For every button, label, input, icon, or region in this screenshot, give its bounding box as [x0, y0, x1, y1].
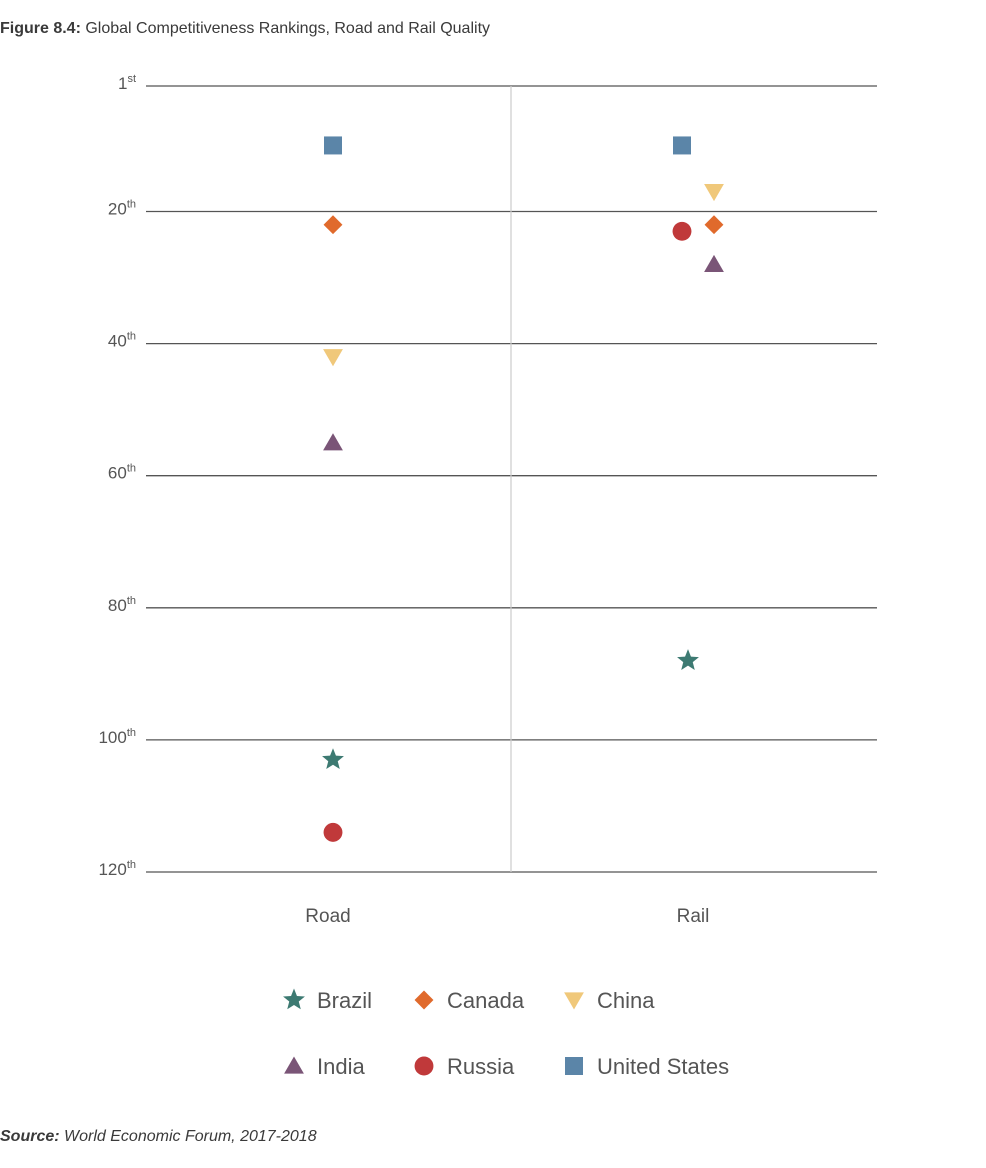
legend-item-india: India: [284, 1054, 365, 1079]
data-points: [322, 136, 724, 842]
legend-label-united-states: United States: [597, 1054, 729, 1079]
legend-label-brazil: Brazil: [317, 988, 372, 1013]
legend-marker-united-states: [565, 1057, 583, 1075]
point-brazil-rail: [677, 649, 699, 670]
y-tick-suffix: th: [127, 727, 136, 739]
point-india-road: [323, 433, 343, 451]
y-tick-suffix: th: [127, 595, 136, 607]
y-tick-suffix: th: [127, 463, 136, 475]
x-axis-categories: Road Rail: [305, 906, 709, 927]
y-tick-label-100: 100th: [98, 727, 136, 747]
y-tick-number: 120: [98, 860, 126, 879]
legend-label-china: China: [597, 988, 655, 1013]
y-tick-label-60: 60th: [108, 463, 136, 483]
legend-marker-brazil: [283, 988, 305, 1010]
source-note: Source: World Economic Forum, 2017-2018: [0, 1128, 317, 1146]
y-tick-number: 40: [108, 332, 127, 351]
point-brazil-road: [322, 748, 344, 770]
figure-title: Figure 8.4: Global Competitiveness Ranki…: [0, 20, 490, 38]
point-united-states-rail: [673, 136, 691, 155]
y-tick-label-40: 40th: [108, 331, 136, 351]
legend-item-canada: Canada: [414, 988, 525, 1013]
x-category-label-road: Road: [305, 906, 350, 927]
y-tick-number: 80: [108, 596, 127, 615]
legend: Brazil Canada China India Russia United State…: [283, 988, 729, 1079]
legend-marker-india: [284, 1056, 304, 1074]
point-canada-rail: [704, 215, 724, 235]
legend-marker-canada: [414, 990, 434, 1010]
legend-item-russia: Russia: [414, 1054, 515, 1079]
y-tick-label-120: 120th: [98, 859, 136, 879]
y-tick-number: 1: [118, 74, 127, 93]
y-tick-number: 20: [108, 199, 127, 218]
point-canada-road: [323, 215, 343, 235]
y-tick-label-20: 20th: [108, 198, 136, 218]
point-china-road: [323, 349, 343, 367]
legend-marker-china: [564, 992, 584, 1010]
point-india-rail: [704, 254, 724, 272]
legend-item-china: China: [564, 988, 655, 1013]
x-category-label-rail: Rail: [677, 906, 710, 927]
legend-label-russia: Russia: [447, 1054, 515, 1079]
y-tick-label-1: 1st: [118, 73, 136, 93]
y-tick-suffix: th: [127, 331, 136, 343]
point-russia-rail: [672, 221, 692, 241]
legend-label-india: India: [317, 1054, 365, 1079]
figure-title-text: Global Competitiveness Rankings, Road an…: [85, 20, 491, 37]
legend-label-canada: Canada: [447, 988, 525, 1013]
point-russia-road: [323, 822, 343, 842]
y-tick-label-80: 80th: [108, 595, 136, 615]
point-united-states-road: [324, 136, 342, 155]
y-tick-suffix: st: [127, 73, 136, 85]
legend-marker-russia: [414, 1056, 434, 1076]
figure-label: Figure 8.4:: [0, 20, 81, 37]
y-tick-number: 100: [98, 728, 126, 747]
y-tick-suffix: th: [127, 198, 136, 210]
y-tick-number: 60: [108, 464, 127, 483]
source-text: World Economic Forum, 2017-2018: [64, 1128, 317, 1145]
legend-item-brazil: Brazil: [283, 988, 372, 1013]
y-tick-suffix: th: [127, 859, 136, 871]
point-china-rail: [704, 184, 724, 202]
source-label: Source:: [0, 1128, 60, 1145]
legend-item-united-states: United States: [565, 1054, 729, 1079]
